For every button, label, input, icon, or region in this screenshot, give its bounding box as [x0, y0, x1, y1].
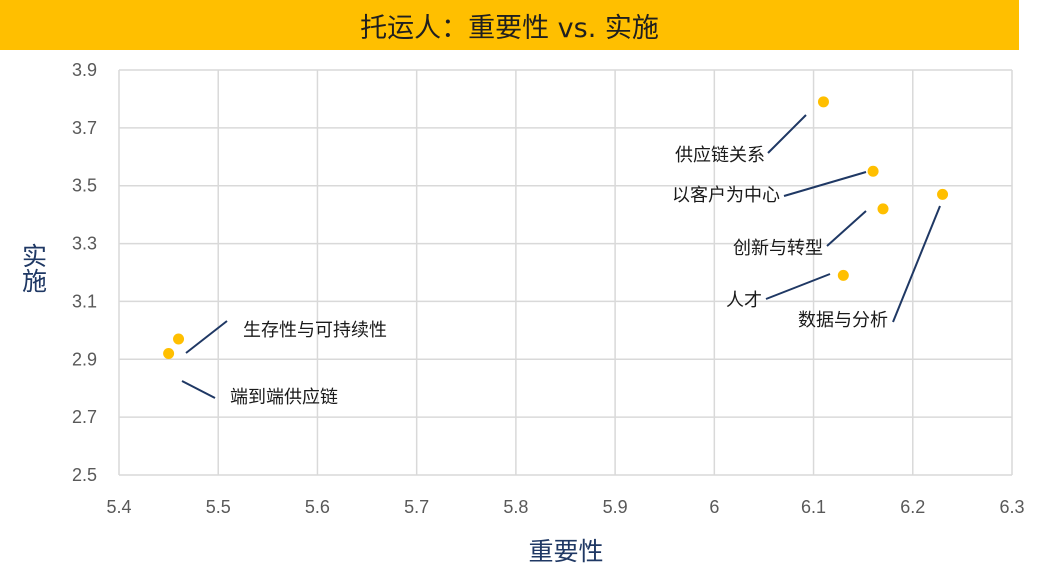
x-tick-label: 6.3 — [999, 497, 1024, 517]
y-tick-label: 3.1 — [72, 291, 97, 311]
data-point — [867, 165, 879, 177]
y-tick-label: 2.9 — [72, 349, 97, 369]
x-tick-label: 5.5 — [206, 497, 231, 517]
x-tick-label: 6 — [709, 497, 719, 517]
leader-line — [826, 210, 867, 247]
y-tick-label: 3.7 — [72, 118, 97, 138]
point-label: 供应链关系 — [675, 145, 765, 166]
data-points — [163, 96, 949, 359]
leader-line — [181, 380, 216, 399]
data-point — [173, 333, 185, 345]
data-point — [163, 348, 175, 359]
leader-lines — [181, 114, 941, 399]
y-tick-label: 3.9 — [72, 60, 97, 80]
data-point — [837, 269, 849, 281]
x-tick-label: 5.6 — [305, 497, 330, 517]
point-label: 创新与转型 — [733, 238, 823, 259]
chart-title: 托运人：重要性 vs. 实施 — [360, 12, 659, 44]
point-label: 以客户为中心 — [672, 185, 780, 206]
data-point — [817, 96, 829, 108]
x-tick-label: 6.2 — [900, 497, 925, 517]
data-point — [877, 203, 889, 215]
x-tick-label: 5.4 — [106, 497, 131, 517]
grid-lines — [118, 69, 1013, 476]
point-label: 人才 — [726, 290, 762, 311]
x-tick-label: 5.7 — [404, 497, 429, 517]
point-label: 数据与分析 — [798, 310, 888, 331]
point-label: 端到端供应链 — [230, 387, 338, 408]
x-axis-title: 重要性 — [528, 537, 603, 566]
chart-title-bar: 托运人：重要性 vs. 实施 — [0, 0, 1019, 50]
leader-line — [767, 114, 807, 154]
x-axis-ticks: 5.4 5.5 5.6 5.7 5.8 5.9 6 6.1 6.2 6.3 — [106, 497, 1024, 517]
y-axis-title: 实施 — [19, 243, 48, 293]
leader-line — [892, 205, 941, 323]
y-tick-label: 2.5 — [72, 465, 97, 485]
x-tick-label: 5.8 — [503, 497, 528, 517]
y-tick-label: 2.7 — [72, 407, 97, 427]
y-tick-label: 3.3 — [72, 234, 97, 254]
y-tick-label: 3.5 — [72, 176, 97, 196]
leader-line — [765, 273, 831, 300]
point-label: 生存性与可持续性 — [243, 320, 387, 341]
leader-line — [783, 171, 867, 197]
x-tick-label: 6.1 — [801, 497, 826, 517]
leader-line — [185, 320, 228, 354]
data-point — [937, 188, 949, 200]
y-axis-ticks: 2.5 2.7 2.9 3.1 3.3 3.5 3.7 3.9 — [72, 60, 97, 485]
x-tick-label: 5.9 — [603, 497, 628, 517]
